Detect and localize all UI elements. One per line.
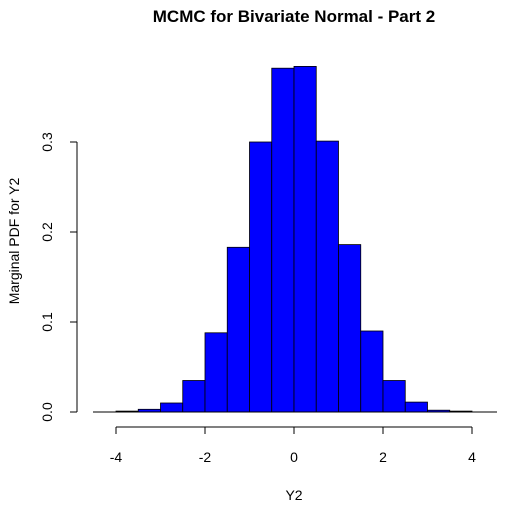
histogram-bar	[271, 67, 295, 413]
x-tick-label: -4	[110, 449, 123, 465]
x-tick-label: 2	[379, 449, 387, 465]
histogram-bar	[382, 380, 406, 413]
y-axis-label: Marginal PDF for Y2	[6, 178, 22, 305]
histogram-bar	[226, 246, 250, 413]
chart-title: MCMC for Bivariate Normal - Part 2	[153, 7, 435, 26]
y-tick-label: 0.3	[39, 132, 55, 152]
histogram-bar	[160, 402, 184, 413]
y-axis: 0.0 0.1 0.2 0.3	[39, 132, 78, 422]
y-tick-label: 0.0	[39, 402, 55, 422]
histogram-bar	[404, 401, 428, 413]
histogram-bar	[338, 244, 362, 413]
histogram-bar	[360, 330, 384, 413]
x-tick-label: -2	[199, 449, 212, 465]
y-tick-label: 0.1	[39, 312, 55, 332]
y-tick-label: 0.2	[39, 222, 55, 242]
x-axis: -4 -2 0 2 4	[110, 426, 476, 465]
histogram-bar	[182, 380, 206, 413]
histogram-bar	[293, 66, 317, 413]
x-tick-label: 0	[290, 449, 298, 465]
histogram-bar	[204, 332, 228, 413]
x-tick-label: 4	[468, 449, 476, 465]
histogram-bar	[249, 141, 273, 413]
x-axis-label: Y2	[285, 487, 302, 503]
histogram-bar	[315, 140, 339, 413]
histogram-bars	[115, 66, 473, 413]
